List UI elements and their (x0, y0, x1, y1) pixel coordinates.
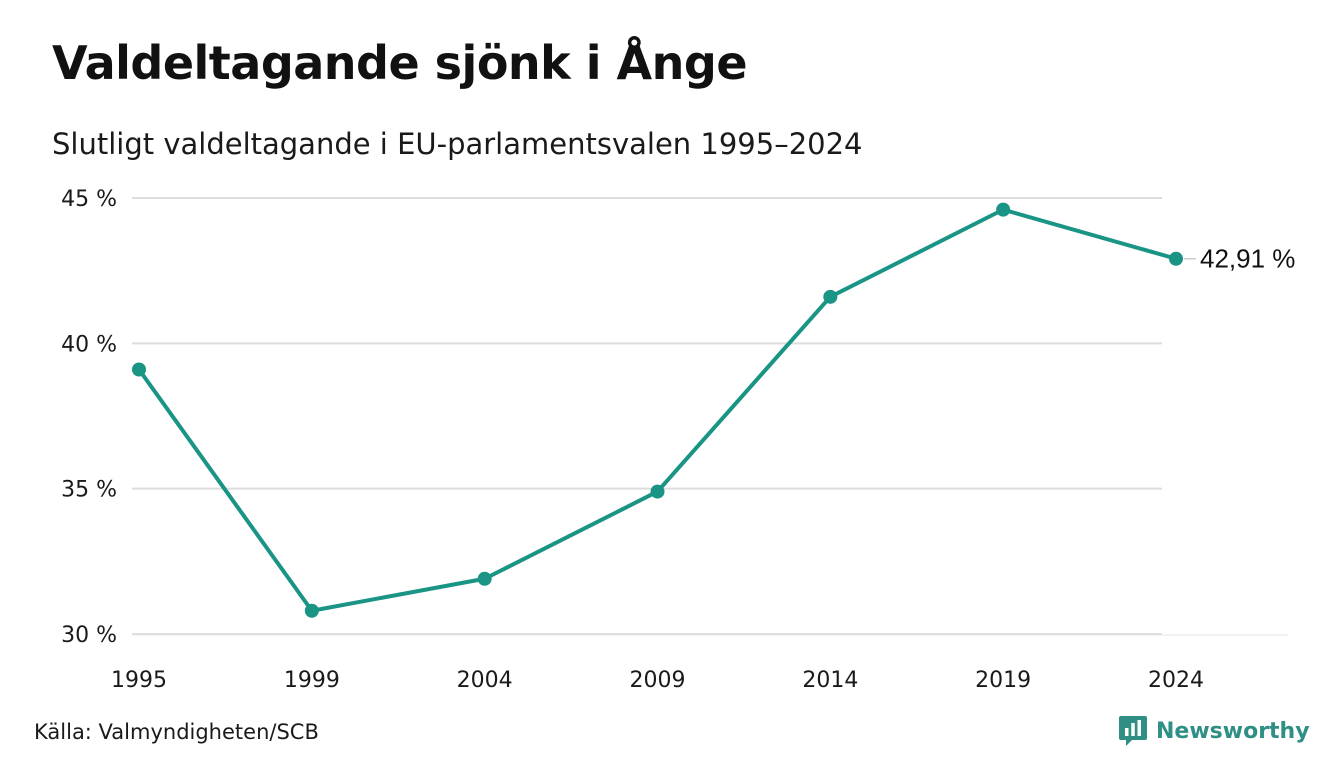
x-tick-label: 2009 (630, 668, 686, 693)
x-tick-label: 2004 (457, 668, 513, 693)
x-tick-label: 2014 (802, 668, 858, 693)
y-tick-label: 30 % (61, 623, 117, 648)
x-tick-label: 2019 (975, 668, 1031, 693)
end-value-label: 42,91 % (1200, 244, 1295, 274)
x-tick-label: 1995 (111, 668, 167, 693)
series-line-layer (137, 207, 1178, 613)
data-labels: 42,91 % (1184, 244, 1295, 274)
data-point (996, 202, 1011, 217)
series-line (137, 207, 1178, 613)
chart-title: Valdeltagande sjönk i Ånge (52, 36, 748, 90)
brand-name: Newsworthy (1156, 718, 1310, 744)
data-point (650, 484, 665, 499)
brand-logo: Newsworthy (1118, 714, 1310, 748)
data-point (132, 362, 146, 377)
gridlines (132, 197, 1162, 635)
source-note: Källa: Valmyndigheten/SCB (34, 720, 319, 744)
data-point (477, 571, 492, 586)
data-point (823, 289, 838, 304)
data-point (1169, 251, 1183, 266)
data-point (304, 603, 319, 618)
x-tick-label: 2024 (1148, 668, 1204, 693)
x-tick-label: 1999 (284, 668, 340, 693)
chart-subtitle: Slutligt valdeltagande i EU-parlamentsva… (52, 127, 863, 161)
y-tick-label: 40 % (61, 332, 117, 357)
bar-chart-speech-bubble-icon (1119, 716, 1147, 746)
y-tick-label: 35 % (61, 478, 117, 503)
axes: 30 % 35 % 40 % 45 % 1995 1999 2004 2009 2014 2019… (61, 187, 1288, 693)
y-tick-label: 45 % (61, 187, 117, 212)
data-points (132, 202, 1183, 618)
